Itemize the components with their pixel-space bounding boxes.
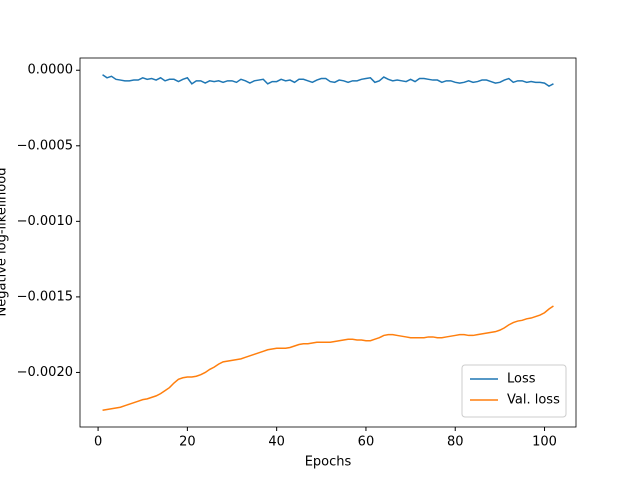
x-axis-label: Epochs bbox=[305, 455, 352, 470]
x-tick-label: 40 bbox=[268, 435, 285, 450]
y-tick-label: −0.0005 bbox=[17, 138, 73, 153]
legend-box bbox=[461, 364, 567, 418]
x-tick-label: 100 bbox=[532, 435, 557, 450]
x-tick-label: 0 bbox=[94, 435, 102, 450]
legend-label: Loss bbox=[507, 372, 536, 387]
line-series bbox=[102, 74, 554, 87]
y-tick-label: −0.0010 bbox=[17, 214, 73, 229]
y-tick-label: 0.0000 bbox=[28, 63, 74, 78]
x-tick-label: 80 bbox=[447, 435, 464, 450]
line-series bbox=[102, 305, 554, 411]
plot-frame bbox=[79, 57, 577, 428]
y-tick-label: −0.0015 bbox=[17, 289, 73, 304]
legend-label: Val. loss bbox=[507, 393, 560, 408]
x-tick-label: 20 bbox=[179, 435, 196, 450]
x-tick-label: 60 bbox=[358, 435, 375, 450]
y-tick-label: −0.0020 bbox=[17, 365, 73, 380]
y-axis-label: Negative log-likelihood bbox=[0, 168, 10, 317]
